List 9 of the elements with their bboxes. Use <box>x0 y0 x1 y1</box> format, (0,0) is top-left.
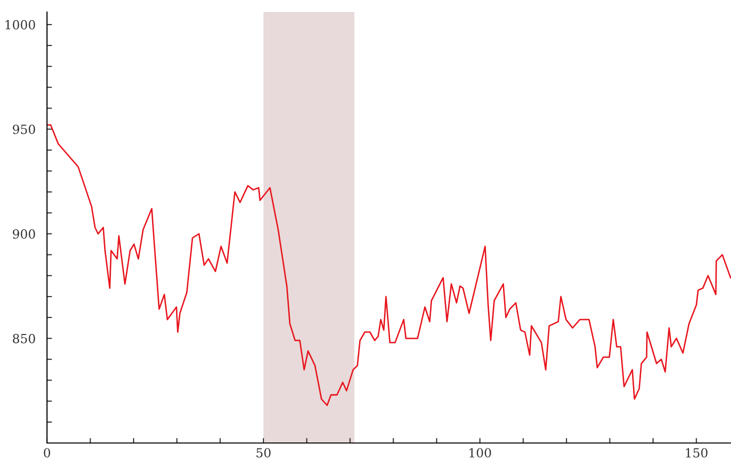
line-series <box>47 124 731 406</box>
y-tick-label: 950 <box>12 124 36 134</box>
y-tick-label: 850 <box>12 334 36 344</box>
x-tick-label: 150 <box>686 448 708 458</box>
x-tick-label: 50 <box>256 448 271 458</box>
y-tick-label: 900 <box>12 229 36 239</box>
x-tick-label: 100 <box>470 448 492 458</box>
x-tick-label: 0 <box>44 448 50 458</box>
y-tick-label: 1000 <box>6 20 36 30</box>
